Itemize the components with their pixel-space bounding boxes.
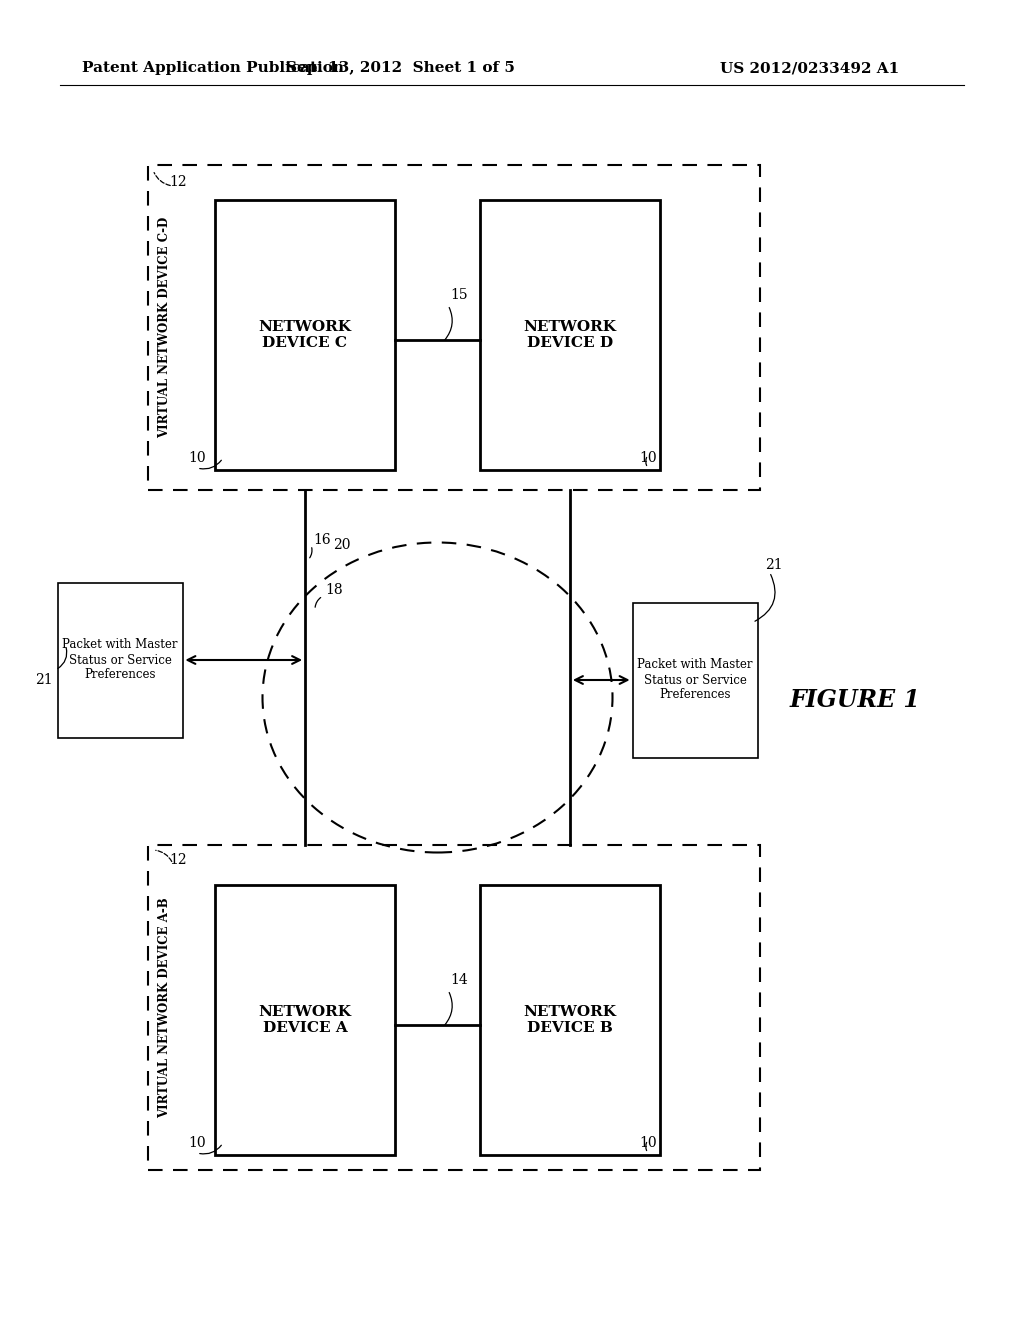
Bar [148, 845, 760, 1170]
Text: NETWORK
DEVICE B: NETWORK DEVICE B [523, 1005, 616, 1035]
Bar [148, 165, 760, 490]
Bar [215, 201, 395, 470]
Bar [480, 201, 660, 470]
Text: VIRTUAL NETWORK DEVICE A-B: VIRTUAL NETWORK DEVICE A-B [159, 898, 171, 1118]
Text: 10: 10 [639, 1137, 656, 1150]
Text: 10: 10 [188, 1137, 206, 1150]
Text: FIGURE 1: FIGURE 1 [790, 688, 921, 711]
Bar [215, 884, 395, 1155]
Text: US 2012/0233492 A1: US 2012/0233492 A1 [720, 61, 899, 75]
Text: NETWORK
DEVICE A: NETWORK DEVICE A [258, 1005, 351, 1035]
Text: Packet with Master
Status or Service
Preferences: Packet with Master Status or Service Pre… [637, 659, 753, 701]
Bar [57, 582, 182, 738]
Text: 18: 18 [325, 583, 343, 597]
Text: 12: 12 [169, 853, 186, 867]
Text: 21: 21 [35, 673, 52, 686]
Text: VIRTUAL NETWORK DEVICE C-D: VIRTUAL NETWORK DEVICE C-D [159, 216, 171, 438]
Text: 14: 14 [450, 973, 468, 987]
Text: NETWORK
DEVICE C: NETWORK DEVICE C [258, 319, 351, 350]
Text: 10: 10 [188, 451, 206, 465]
Text: 16: 16 [313, 533, 331, 546]
Text: 10: 10 [639, 451, 656, 465]
Text: Packet with Master
Status or Service
Preferences: Packet with Master Status or Service Pre… [62, 639, 178, 681]
Text: 21: 21 [766, 558, 783, 572]
Text: 15: 15 [450, 288, 468, 302]
Bar [633, 602, 758, 758]
Bar [480, 884, 660, 1155]
Text: Patent Application Publication: Patent Application Publication [82, 61, 344, 75]
Text: 12: 12 [169, 176, 186, 189]
Text: NETWORK
DEVICE D: NETWORK DEVICE D [523, 319, 616, 350]
Text: Sep. 13, 2012  Sheet 1 of 5: Sep. 13, 2012 Sheet 1 of 5 [286, 61, 514, 75]
Text: 20: 20 [333, 539, 350, 552]
